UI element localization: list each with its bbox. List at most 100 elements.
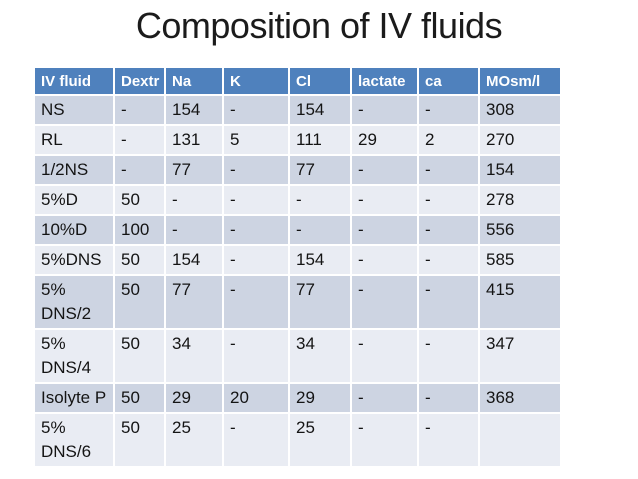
table-row: 10%D 100- - - - -556 bbox=[33, 214, 562, 246]
column-header: Dextr bbox=[113, 66, 166, 96]
column-header: IV fluid bbox=[33, 66, 115, 96]
value-cell: 77 bbox=[288, 154, 352, 186]
fluid-name-cell: 5%DNS bbox=[33, 244, 115, 276]
value-cell: 50 bbox=[113, 382, 166, 414]
value-cell: - bbox=[222, 184, 290, 216]
value-cell: 29 bbox=[288, 382, 352, 414]
value-cell: - bbox=[417, 154, 480, 186]
value-cell: 50 bbox=[113, 184, 166, 216]
value-cell: 77 bbox=[164, 154, 224, 186]
value-cell: 585 bbox=[478, 244, 562, 276]
value-cell: - bbox=[417, 382, 480, 414]
value-cell: 25 bbox=[288, 412, 352, 468]
value-cell: 154 bbox=[164, 244, 224, 276]
value-cell: 270 bbox=[478, 124, 562, 156]
value-cell: 5 bbox=[222, 124, 290, 156]
value-cell: - bbox=[222, 154, 290, 186]
fluid-name-cell: NS bbox=[33, 94, 115, 126]
value-cell: 154 bbox=[288, 244, 352, 276]
fluid-name-cell: 5% DNS/2 bbox=[33, 274, 115, 330]
fluid-name-cell: Isolyte P bbox=[33, 382, 115, 414]
fluid-name-cell: 10%D bbox=[33, 214, 115, 246]
value-cell: - bbox=[350, 154, 419, 186]
value-cell: 100 bbox=[113, 214, 166, 246]
value-cell: - bbox=[222, 94, 290, 126]
table-row: NS -154-154- -308 bbox=[33, 94, 562, 126]
value-cell: 34 bbox=[288, 328, 352, 384]
value-cell: 368 bbox=[478, 382, 562, 414]
value-cell: 154 bbox=[478, 154, 562, 186]
table-row: 1/2NS -77-77- -154 bbox=[33, 154, 562, 186]
value-cell: 154 bbox=[288, 94, 352, 126]
column-header: lactate bbox=[350, 66, 419, 96]
value-cell: - bbox=[222, 214, 290, 246]
column-header: Na bbox=[164, 66, 224, 96]
value-cell: - bbox=[417, 412, 480, 468]
value-cell: 25 bbox=[164, 412, 224, 468]
value-cell: 415 bbox=[478, 274, 562, 330]
iv-fluids-table: IV fluid Dextr Na K Cl lactate ca MOsm/l NS -154… bbox=[33, 66, 562, 468]
value-cell: 20 bbox=[222, 382, 290, 414]
value-cell: 308 bbox=[478, 94, 562, 126]
table-row: RL -131 5 111 29 2 270 bbox=[33, 124, 562, 156]
value-cell: - bbox=[164, 184, 224, 216]
value-cell: - bbox=[350, 328, 419, 384]
table-header-row: IV fluid Dextr Na K Cl lactate ca MOsm/l bbox=[33, 66, 562, 96]
value-cell: - bbox=[350, 184, 419, 216]
value-cell: 131 bbox=[164, 124, 224, 156]
column-header: K bbox=[222, 66, 290, 96]
value-cell: 154 bbox=[164, 94, 224, 126]
fluid-name-cell: 5%D bbox=[33, 184, 115, 216]
table-row: 5% DNS/4 50 34-34- -347 bbox=[33, 328, 562, 384]
value-cell: - bbox=[288, 184, 352, 216]
value-cell: 50 bbox=[113, 328, 166, 384]
value-cell: - bbox=[222, 412, 290, 468]
table-row: 5%D 50- - - - -278 bbox=[33, 184, 562, 216]
value-cell: - bbox=[222, 328, 290, 384]
value-cell: - bbox=[350, 214, 419, 246]
value-cell: - bbox=[417, 244, 480, 276]
value-cell: - bbox=[113, 154, 166, 186]
value-cell: 29 bbox=[164, 382, 224, 414]
value-cell: - bbox=[222, 244, 290, 276]
table-head: IV fluid Dextr Na K Cl lactate ca MOsm/l bbox=[33, 66, 562, 96]
value-cell: - bbox=[350, 382, 419, 414]
value-cell: 77 bbox=[288, 274, 352, 330]
fluid-name-cell: 1/2NS bbox=[33, 154, 115, 186]
table-row: 5%DNS 50 154-154- -585 bbox=[33, 244, 562, 276]
value-cell bbox=[478, 412, 562, 468]
value-cell: - bbox=[113, 94, 166, 126]
value-cell: - bbox=[417, 328, 480, 384]
column-header: ca bbox=[417, 66, 480, 96]
value-cell: 111 bbox=[288, 124, 352, 156]
value-cell: 50 bbox=[113, 244, 166, 276]
value-cell: 2 bbox=[417, 124, 480, 156]
value-cell: 50 bbox=[113, 274, 166, 330]
value-cell: - bbox=[350, 412, 419, 468]
value-cell: - bbox=[417, 94, 480, 126]
column-header: MOsm/l bbox=[478, 66, 562, 96]
value-cell: - bbox=[222, 274, 290, 330]
value-cell: - bbox=[417, 184, 480, 216]
value-cell: 347 bbox=[478, 328, 562, 384]
value-cell: - bbox=[350, 94, 419, 126]
value-cell: - bbox=[417, 274, 480, 330]
column-header: Cl bbox=[288, 66, 352, 96]
table-row: Isolyte P 50 29 20 29- -368 bbox=[33, 382, 562, 414]
value-cell: - bbox=[350, 244, 419, 276]
value-cell: 34 bbox=[164, 328, 224, 384]
fluid-name-cell: RL bbox=[33, 124, 115, 156]
value-cell: 29 bbox=[350, 124, 419, 156]
fluid-name-cell: 5% DNS/4 bbox=[33, 328, 115, 384]
value-cell: 77 bbox=[164, 274, 224, 330]
table-row: 5% DNS/2 50 77-77- -415 bbox=[33, 274, 562, 330]
value-cell: - bbox=[288, 214, 352, 246]
value-cell: - bbox=[350, 274, 419, 330]
value-cell: - bbox=[164, 214, 224, 246]
value-cell: - bbox=[113, 124, 166, 156]
value-cell: 278 bbox=[478, 184, 562, 216]
fluid-name-cell: 5% DNS/6 bbox=[33, 412, 115, 468]
value-cell: 50 bbox=[113, 412, 166, 468]
table-row: 5% DNS/6 50 25-25- - bbox=[33, 412, 562, 468]
